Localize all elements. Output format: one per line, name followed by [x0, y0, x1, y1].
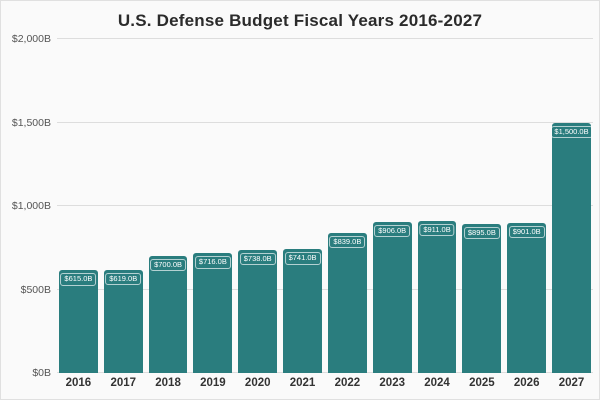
- bar: $615.0B: [59, 270, 98, 373]
- bar-value-label: $895.0B: [463, 226, 500, 239]
- x-axis: 2016 2017 2018 2019 2020 2021 2022 2023 2024 2025…: [7, 373, 593, 395]
- bar: $741.0B: [283, 249, 322, 373]
- x-tick-label: 2027: [558, 377, 585, 389]
- x-tick-label: 2019: [200, 377, 226, 389]
- bars-container: $615.0B $619.0B $700.0B $716.0B $738.0B $741.…: [57, 39, 593, 373]
- gridline: [57, 372, 593, 373]
- bar-column: $741.0B: [283, 39, 322, 373]
- bar-value-label: $906.0B: [374, 224, 411, 237]
- plot-row: $0B $500B $1,000B $1,500B $2,000B $615.0B $61…: [7, 33, 593, 379]
- bar-column: $738.0B: [238, 39, 278, 373]
- x-tick-label: 2016: [65, 377, 92, 389]
- bar: $839.0B: [327, 232, 367, 373]
- bar: $911.0B: [417, 220, 457, 373]
- bar-value-label: $716.0B: [194, 256, 231, 269]
- bar: $895.0B: [462, 223, 502, 373]
- bar-value-label: $1,500.0B: [550, 125, 593, 138]
- gridline: [57, 205, 593, 206]
- bar: $619.0B: [103, 269, 143, 373]
- bar-value-label: $839.0B: [329, 235, 366, 249]
- bar: $1,500.0B: [550, 122, 593, 373]
- y-tick-label: $2,000B: [11, 33, 51, 45]
- bar-value-label: $615.0B: [60, 273, 97, 286]
- x-tick-label: 2018: [155, 377, 181, 389]
- plot-area: $615.0B $619.0B $700.0B $716.0B $738.0B $741.…: [57, 38, 593, 373]
- bar: $700.0B: [148, 256, 188, 373]
- bar-column: $619.0B: [103, 39, 143, 373]
- bar-column: $615.0B: [59, 39, 98, 373]
- bar-value-label: $700.0B: [150, 259, 187, 272]
- bar-value-label: $911.0B: [419, 223, 455, 237]
- x-tick-label: 2017: [110, 377, 137, 389]
- x-tick-label: 2022: [334, 377, 361, 389]
- y-tick-label: $1,000B: [11, 200, 51, 212]
- bar: $716.0B: [193, 253, 233, 373]
- bar-value-label: $619.0B: [105, 272, 142, 285]
- x-tick-labels: 2016 2017 2018 2019 2020 2021 2022 2023 2024 2025…: [57, 373, 593, 395]
- x-tick-label: 2020: [244, 377, 271, 389]
- x-tick-label: 2026: [513, 377, 540, 389]
- bar-column: $700.0B: [148, 39, 188, 373]
- bar: $906.0B: [372, 221, 412, 373]
- bar-column: $911.0B: [417, 39, 457, 373]
- bar-value-label: $741.0B: [284, 252, 321, 265]
- x-tick-label: 2023: [379, 377, 405, 389]
- gridline: [57, 288, 593, 290]
- x-tick-label: 2021: [289, 377, 316, 389]
- bar-column: $1,500.0B: [550, 39, 593, 373]
- y-axis: $0B $500B $1,000B $1,500B $2,000B: [7, 33, 57, 379]
- bar: $738.0B: [238, 249, 278, 373]
- bar-value-label: $738.0B: [239, 252, 276, 266]
- bar-value-label: $901.0B: [508, 225, 545, 238]
- bar-column: $839.0B: [327, 39, 367, 373]
- bar-column: $895.0B: [462, 39, 502, 373]
- y-tick-label: $1,500B: [11, 116, 51, 129]
- gridline: [57, 38, 593, 39]
- y-tick-label: $0B: [32, 367, 51, 379]
- bar-column: $906.0B: [372, 39, 412, 373]
- x-tick-label: 2024: [424, 377, 450, 389]
- chart-title: U.S. Defense Budget Fiscal Years 2016-20…: [117, 11, 483, 30]
- y-tick-label: $500B: [20, 283, 51, 296]
- bar-column: $716.0B: [193, 39, 233, 373]
- bar-column: $901.0B: [507, 39, 547, 373]
- x-tick-label: 2025: [469, 377, 495, 389]
- gridline: [57, 121, 593, 123]
- bar: $901.0B: [507, 222, 547, 373]
